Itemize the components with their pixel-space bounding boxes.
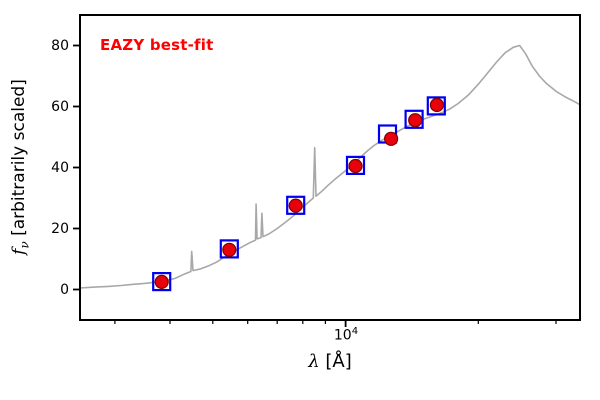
observed-photometry-circle [348,158,363,174]
observed-photometry-circle [154,274,169,289]
model-spectrum-group [80,44,580,289]
observed-photometry-circle [408,113,423,128]
observed-photometry-circle [384,131,399,146]
template-photometry-square [219,239,239,259]
y-tick-label: 40 [51,160,69,176]
template-photometry-square [404,109,424,129]
observed-photometry-circle [429,97,444,113]
y-tick-label: 60 [51,99,69,115]
template-photometry-square [152,272,172,292]
y-tick-label: 0 [60,282,69,298]
y-tick-label: 80 [51,38,69,54]
template-photometry-square [345,155,366,175]
spectrum-line [80,44,580,289]
observed-photometry-group [154,97,444,289]
template-photometry-square [286,195,306,215]
y-tick-label: 20 [51,221,69,237]
observed-photometry-circle [222,242,237,257]
template-photometry-group [152,96,446,292]
plot-frame [79,14,581,321]
observed-photometry-circle [288,198,303,213]
template-photometry-square [426,96,446,116]
